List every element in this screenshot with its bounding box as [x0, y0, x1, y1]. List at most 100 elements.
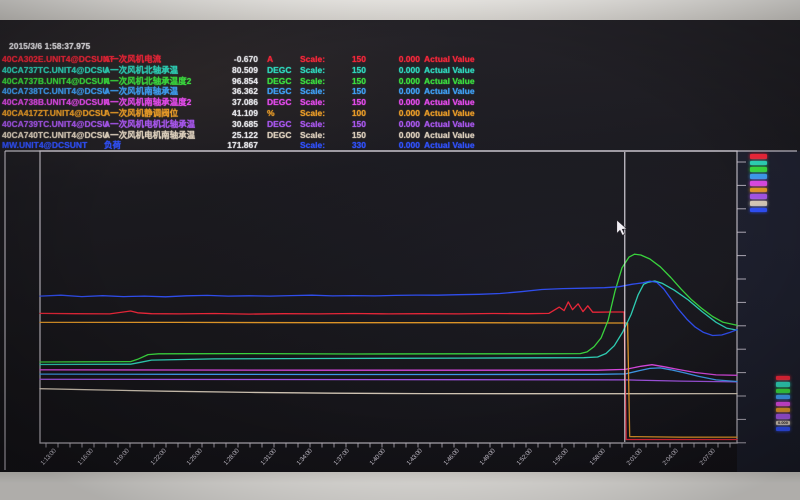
pen-tag: 40CA738B.UNIT4@DCSUN [2, 97, 110, 108]
pen-table-row[interactable]: 40CA417ZT.UNIT4@DCSU A一次风机静调阀位 41.109 % … [0, 108, 540, 119]
pen-table-row[interactable]: 40CA738B.UNIT4@DCSUN A一次风机南轴承温度2 37.086 … [0, 97, 540, 108]
pen-description: 负荷 [104, 140, 122, 151]
scale-label: Scale: [300, 97, 326, 108]
legend-chip-4[interactable] [776, 395, 790, 400]
photo-top-band [0, 0, 800, 20]
scale-label: Scale: [300, 108, 326, 118]
legend-chip-3[interactable] [776, 388, 790, 393]
legend-chip-9[interactable] [776, 427, 790, 432]
pen-scale-max: 150 [351, 97, 366, 108]
pen-scale-min: 0.000 [398, 86, 420, 97]
pen-unit: A [267, 54, 274, 64]
pen-actual-value: 30.685 [232, 118, 258, 129]
pen-tag: 40CA737B.UNIT4@DCSUN [2, 75, 110, 86]
pen-unit: DEGC [267, 129, 292, 140]
legend-chip-4[interactable] [750, 174, 767, 179]
trend-line-vane-position [39, 321, 738, 438]
pen-actual-value: 41.109 [232, 108, 258, 118]
pen-scale-min: 0.000 [398, 75, 420, 86]
trend-timestamp: 2015/3/6 1:58:37.975 [9, 41, 91, 51]
scale-label: Scale: [300, 118, 326, 129]
trend-line-south-bearing-temp2 [39, 364, 738, 376]
pen-scale-min: 0.000 [398, 54, 420, 64]
scale-label: Scale: [300, 75, 326, 86]
pen-scale-max: 150 [351, 86, 366, 97]
legend-min-label: 0.000 [777, 419, 788, 425]
pen-table-row[interactable]: 40CA738TC.UNIT4@DCSU A一次风机南轴承温 36.362 DE… [0, 86, 540, 97]
scale-label: Scale: [300, 129, 326, 140]
actual-value-label: Actual Value [424, 86, 475, 97]
pen-scale-min: 0.000 [398, 140, 420, 151]
pen-scale-min: 0.000 [398, 64, 420, 75]
pen-table-row[interactable]: 40CA737B.UNIT4@DCSUN A一次风机北轴承温度2 96.854 … [0, 76, 540, 87]
pen-actual-value: -0.670 [233, 54, 258, 64]
pen-unit: DEGC [267, 97, 292, 108]
photo-bottom-band [0, 472, 800, 500]
pen-tag: MW.UNIT4@DCSUNT [2, 140, 88, 151]
actual-value-label: Actual Value [424, 108, 475, 118]
pen-unit: DEGC [267, 75, 292, 86]
pen-actual-value: 171.867 [227, 140, 258, 151]
legend-chip-5[interactable] [776, 401, 790, 406]
trend-line-north-bearing-temp2 [39, 253, 738, 363]
legend-chip-6[interactable] [750, 187, 767, 193]
legend-chip-3[interactable] [750, 167, 767, 173]
legend-chip-7[interactable] [776, 414, 790, 419]
legend-chip-8[interactable]: 0.000 [776, 419, 790, 425]
legend-chip-1[interactable] [750, 154, 767, 159]
pen-scale-max: 100 [351, 108, 366, 118]
pen-actual-value: 96.854 [232, 75, 258, 86]
pen-unit: DEGC [267, 118, 292, 129]
actual-value-label: Actual Value [424, 54, 475, 64]
pen-table-row[interactable]: 40CA302E.UNIT4@DCSUNT A一次风机电流 -0.670 A S… [0, 54, 540, 65]
pen-unit: DEGC [267, 86, 292, 97]
pen-scale-max: 150 [351, 64, 366, 75]
mouse-cursor-arrow [616, 219, 628, 236]
pen-scale-min: 0.000 [398, 108, 420, 118]
scale-label: Scale: [300, 140, 326, 151]
pen-tag: 40CA737TC.UNIT4@DCSU [2, 64, 109, 75]
actual-value-label: Actual Value [424, 129, 475, 140]
trend-line-north-bearing-temp [39, 280, 738, 366]
trend-line-fan-current [39, 301, 738, 441]
pen-actual-value: 36.362 [232, 86, 258, 97]
legend-chip-8[interactable] [750, 200, 767, 206]
pen-scale-min: 0.000 [398, 97, 420, 108]
trend-line-motor-south-bearing-temp [39, 388, 738, 395]
pen-table-row[interactable]: MW.UNIT4@DCSUNT 负荷 171.867 Scale: 330 0.… [0, 140, 540, 151]
pen-tag: 40CA302E.UNIT4@DCSUNT [2, 54, 115, 64]
legend-chip-2[interactable] [776, 382, 790, 387]
pen-table: 40CA302E.UNIT4@DCSUNT A一次风机电流 -0.670 A S… [0, 0, 800, 152]
pen-description: A一次风机北轴承温度2 [104, 75, 192, 86]
pen-scale-min: 0.000 [398, 129, 420, 140]
plot-border [39, 150, 738, 444]
scale-label: Scale: [300, 64, 326, 75]
pen-table-row[interactable]: 40CA740TC.UNIT4@DCSU A一次风机电机南轴承温 25.122 … [0, 130, 540, 141]
pen-description: A一次风机电流 [104, 54, 162, 64]
pen-tag: 40CA740TC.UNIT4@DCSU [2, 129, 109, 140]
pen-table-row[interactable]: 40CA739TC.UNIT4@DCSU A一次风机电机北轴承温 30.685 … [0, 119, 540, 130]
legend-chip-5[interactable] [750, 180, 767, 186]
pen-scale-max: 150 [351, 75, 366, 86]
pen-description: A一次风机电机北轴承温 [104, 118, 196, 129]
pen-tag: 40CA739TC.UNIT4@DCSU [2, 118, 109, 129]
trend-line-south-bearing-temp [39, 367, 738, 383]
actual-value-label: Actual Value [424, 97, 475, 108]
pen-tag: 40CA417ZT.UNIT4@DCSU [2, 108, 107, 118]
pen-scale-max: 330 [351, 140, 366, 151]
legend-chip-6[interactable] [776, 408, 790, 413]
legend-chip-7[interactable] [750, 194, 767, 199]
trend-line-motor-north-bearing-temp [39, 378, 738, 383]
legend-chip-2[interactable] [750, 160, 767, 166]
pen-description: A一次风机南轴承温 [104, 86, 179, 97]
scale-label: Scale: [300, 86, 326, 97]
pen-table-row[interactable]: 40CA737TC.UNIT4@DCSU A一次风机北轴承温 80.509 DE… [0, 65, 540, 76]
pen-description: A一次风机北轴承温 [104, 64, 179, 75]
pen-description: A一次风机南轴承温度2 [104, 97, 192, 108]
actual-value-label: Actual Value [424, 140, 475, 151]
legend-chip-9[interactable] [750, 207, 767, 213]
legend-chip-1[interactable] [776, 376, 790, 381]
actual-value-label: Actual Value [424, 64, 475, 75]
